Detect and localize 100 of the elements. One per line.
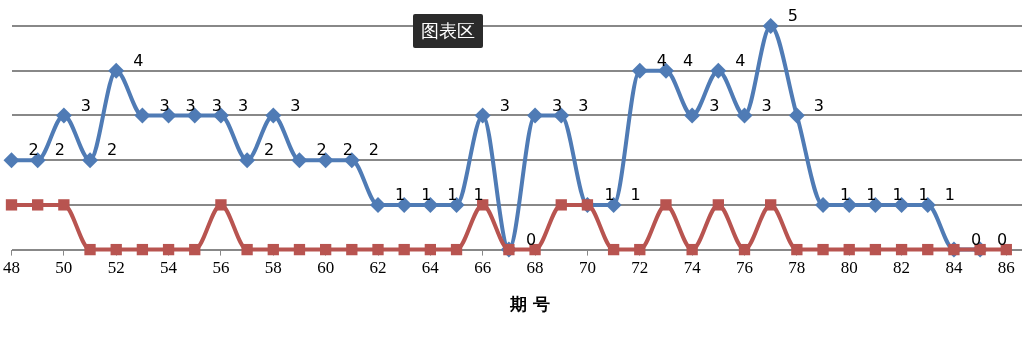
point xyxy=(477,199,489,211)
data-label: 3 xyxy=(211,95,222,115)
data-label: 4 xyxy=(682,50,694,70)
x-tick-label: 62 xyxy=(369,258,387,278)
x-tick-label: 56 xyxy=(212,258,230,278)
data-label: 3 xyxy=(709,95,720,115)
point xyxy=(762,18,779,34)
point xyxy=(527,107,544,124)
x-tick-label: 54 xyxy=(160,258,178,278)
data-label: 4 xyxy=(133,50,144,70)
x-tick-label: 74 xyxy=(683,258,702,278)
data-label: 0 xyxy=(525,229,537,249)
point xyxy=(58,199,70,211)
point xyxy=(710,62,727,79)
data-label: 2 xyxy=(107,140,118,160)
point xyxy=(241,243,253,256)
data-label: 4 xyxy=(656,50,667,70)
point xyxy=(319,243,332,256)
point xyxy=(555,199,567,211)
x-tick-label: 80 xyxy=(840,258,858,278)
data-label: 1 xyxy=(447,185,458,205)
data-label: 2 xyxy=(54,140,65,160)
point xyxy=(3,152,20,169)
x-tick-label: 68 xyxy=(526,258,544,278)
x-tick-label: 82 xyxy=(893,258,911,278)
x-tick-label: 48 xyxy=(3,258,20,278)
data-label: 1 xyxy=(944,185,955,205)
data-label: 4 xyxy=(735,50,746,70)
data-label: 3 xyxy=(813,95,825,115)
data-label: 3 xyxy=(552,95,563,115)
x-tick-label: 66 xyxy=(474,258,492,278)
point xyxy=(265,107,282,124)
data-label: 1 xyxy=(630,185,641,205)
point xyxy=(293,243,306,256)
point xyxy=(922,243,934,256)
point xyxy=(215,199,227,211)
data-label: 0 xyxy=(997,229,1008,249)
point xyxy=(450,243,463,256)
point xyxy=(55,107,72,124)
data-label: 3 xyxy=(578,95,589,115)
data-label: 1 xyxy=(918,185,929,205)
point xyxy=(895,243,908,256)
point xyxy=(372,243,384,256)
point xyxy=(631,62,648,79)
data-label: 1 xyxy=(395,185,406,205)
point xyxy=(474,107,491,124)
point xyxy=(791,243,803,256)
point xyxy=(82,152,99,169)
x-tick-label: 76 xyxy=(736,258,754,278)
data-label: 3 xyxy=(185,95,196,115)
annotation: 图表区 xyxy=(413,14,483,48)
x-axis-title: 期 号 xyxy=(509,293,551,316)
point xyxy=(189,243,201,256)
point xyxy=(738,243,751,256)
point xyxy=(843,243,855,256)
point xyxy=(398,243,410,256)
data-label: 2 xyxy=(316,140,327,160)
x-tick-label: 60 xyxy=(317,258,335,278)
data-label: 0 xyxy=(970,229,982,249)
point xyxy=(291,152,308,169)
point xyxy=(660,199,672,211)
point xyxy=(684,107,701,124)
point xyxy=(108,62,125,79)
data-label: 1 xyxy=(473,185,484,205)
point xyxy=(239,152,256,169)
point xyxy=(607,243,620,256)
x-tick-label: 84 xyxy=(945,258,963,278)
point xyxy=(817,243,829,256)
data-label: 2 xyxy=(264,140,275,160)
point xyxy=(346,243,358,256)
point xyxy=(1000,243,1012,256)
point xyxy=(869,243,882,256)
point xyxy=(5,199,18,211)
data-label: 1 xyxy=(866,185,877,205)
point xyxy=(529,243,541,256)
point xyxy=(370,196,386,213)
point xyxy=(84,243,96,256)
point xyxy=(110,243,122,256)
x-tick-label: 64 xyxy=(421,258,440,278)
point xyxy=(136,243,149,256)
point xyxy=(424,243,437,256)
point xyxy=(267,243,279,256)
data-label: 1 xyxy=(840,185,851,205)
data-label: 5 xyxy=(787,6,798,26)
data-label: 3 xyxy=(290,95,301,115)
data-label: 3 xyxy=(80,95,92,115)
x-tick-label: 50 xyxy=(55,258,73,278)
x-tick-label: 72 xyxy=(631,258,649,278)
x-tick-label: 58 xyxy=(264,258,282,278)
point xyxy=(134,107,151,124)
data-label: 2 xyxy=(28,140,39,160)
data-label: 1 xyxy=(604,185,615,205)
x-tick-label: 78 xyxy=(788,258,806,278)
x-tick-label: 86 xyxy=(997,258,1015,278)
point xyxy=(634,243,646,256)
x-tick-label: 52 xyxy=(107,258,125,278)
point xyxy=(712,199,724,211)
data-label: 3 xyxy=(159,95,170,115)
data-label: 2 xyxy=(342,140,353,160)
x-tick-label: 70 xyxy=(578,258,596,278)
